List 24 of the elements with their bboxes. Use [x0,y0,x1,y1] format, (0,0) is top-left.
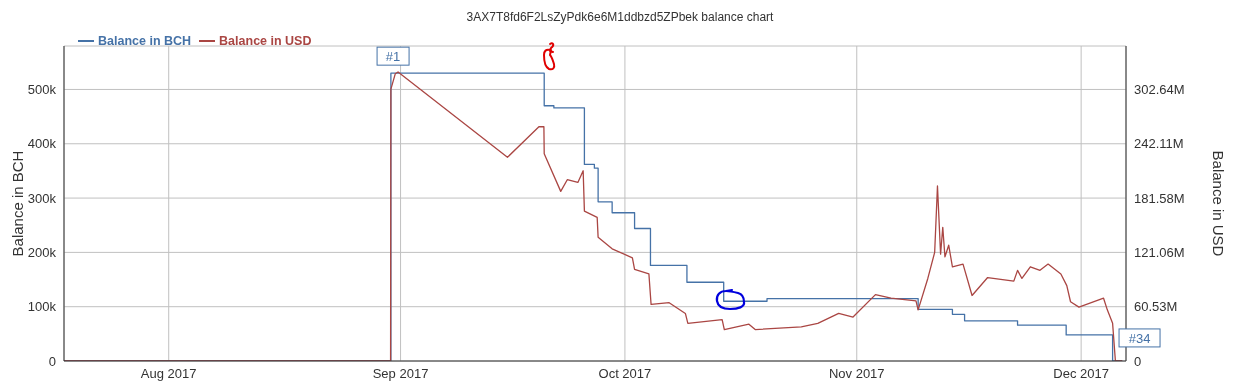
x-tick-label: Aug 2017 [140,366,197,382]
x-tick-label: Dec 2017 [1053,366,1109,382]
y2-tick-label: 121.06M [1134,244,1185,260]
y2-axis-title: Balance in USD [1209,150,1227,257]
y-axis-title: Balance in BCH [9,150,27,257]
legend-label: Balance in USD [218,34,312,48]
y2-tick-label: 242.11M [1134,136,1184,152]
y-tick-label: 0 [48,353,56,369]
y-tick-label: 400k [27,136,57,152]
y-tick-label: 300k [27,190,57,206]
annotation: #34 [1128,330,1151,346]
y2-tick-label: 60.53M [1134,299,1178,315]
x-tick-label: Nov 2017 [828,366,885,382]
x-tick-label: Oct 2017 [598,366,652,382]
y2-tick-label: 302.64M [1134,82,1185,98]
legend-label: Balance in BCH [97,34,192,48]
chart-title: 3AX7T8fd6F2LsZyPdk6e6M1ddbzd5ZPbek balance chart [465,10,775,24]
annotation: #1 [385,49,401,65]
y-tick-label: 100k [27,299,57,315]
x-tick-label: Sep 2017 [372,366,429,382]
y2-tick-label: 181.58M [1134,190,1185,206]
y-tick-label: 200k [27,244,57,260]
y2-tick-label: 0 [1134,353,1142,369]
y-tick-label: 500k [27,82,57,98]
